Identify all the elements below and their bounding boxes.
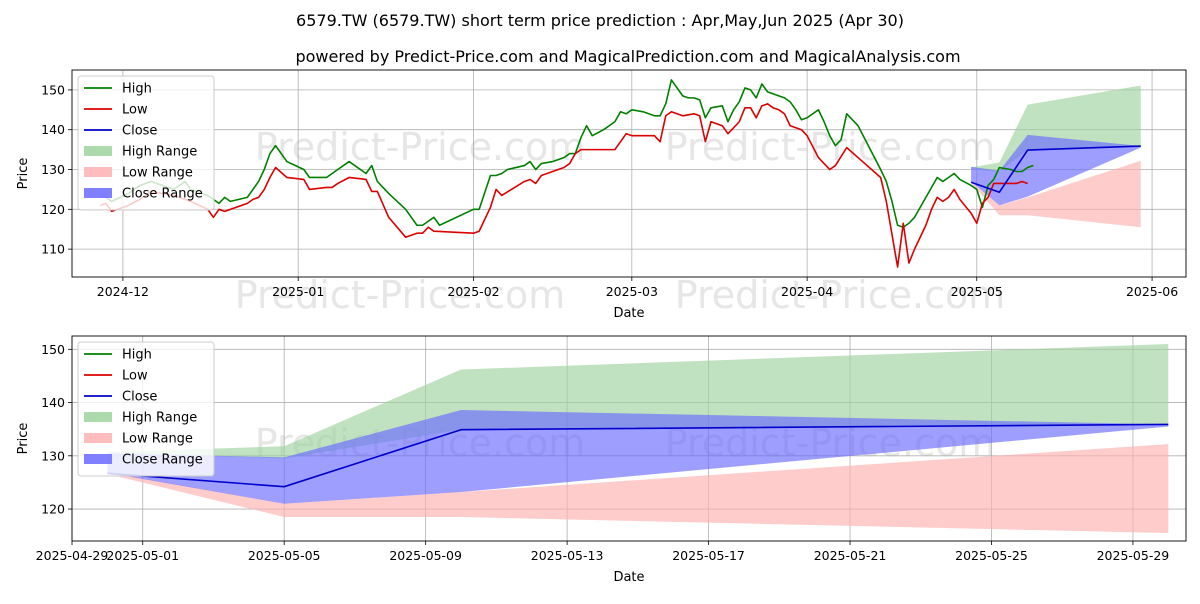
legend-label-low-range: Low Range xyxy=(122,166,193,181)
x-tick-label: 2025-05 xyxy=(951,284,1003,299)
legend-label-high: High xyxy=(122,82,152,97)
y-tick-label: 150 xyxy=(41,342,65,357)
y-tick-label: 130 xyxy=(41,448,65,463)
x-tick-label: 2025-04-29 xyxy=(36,548,109,563)
x-tick-label: 2025-05-21 xyxy=(814,548,887,563)
chart-subtitle: powered by Predict-Price.com and Magical… xyxy=(295,47,960,66)
x-tick-label: 2025-05-09 xyxy=(389,548,462,563)
chart-title: 6579.TW (6579.TW) short term price predi… xyxy=(296,11,904,30)
y-tick-label: 110 xyxy=(41,242,65,257)
watermark-text: Predict-Price.com xyxy=(235,273,566,317)
legend-label-high-range: High Range xyxy=(122,411,197,426)
close-line xyxy=(107,423,1169,488)
legend-label-high-range: High Range xyxy=(122,145,197,160)
x-tick-label: 2025-05-13 xyxy=(531,548,604,563)
y-tick-label: 150 xyxy=(41,82,65,97)
legend-swatch-high-range xyxy=(84,146,112,156)
legend-label-close: Close xyxy=(122,390,157,405)
y-tick-label: 120 xyxy=(41,502,65,517)
legend-swatch-high-range xyxy=(84,412,112,422)
low-range-band xyxy=(107,444,1169,534)
x-tick-label: 2025-03 xyxy=(606,284,658,299)
legend: High Low Close High Range Low Range Close Ran… xyxy=(77,341,215,477)
axes-frame xyxy=(71,69,1187,278)
low-line xyxy=(100,103,1028,268)
legend-label-low-range: Low Range xyxy=(122,432,193,447)
high-range-band xyxy=(971,85,1141,172)
legend-label-close-range: Close Range xyxy=(122,187,203,202)
y-tick-label: 140 xyxy=(41,122,65,137)
legend-swatch-low-range xyxy=(84,167,112,177)
watermark-text: Predict-Price.com xyxy=(255,125,586,169)
x-tick-label: 2025-05-29 xyxy=(1097,548,1170,563)
chart-panel-1: Predict-Price.com Predict-Price.com Predic… xyxy=(16,69,1187,321)
legend-label-high: High xyxy=(122,348,152,363)
x-tick-label: 2025-01 xyxy=(272,284,324,299)
chart-panel-2: Predict-Price.comPredict-Price.com2025-0… xyxy=(16,335,1187,585)
y-axis-label: Price xyxy=(16,423,31,455)
close-range-band xyxy=(107,410,1169,504)
x-tick-label: 2025-06 xyxy=(1126,284,1178,299)
legend-label-low: Low xyxy=(122,103,148,118)
watermark-text: Predict-Price.com xyxy=(675,273,1006,317)
y-tick-label: 130 xyxy=(41,162,65,177)
x-axis-label: Date xyxy=(613,306,644,321)
plot-area xyxy=(107,343,1169,534)
legend-label-low: Low xyxy=(122,369,148,384)
low-range-band xyxy=(971,160,1141,228)
legend-label-close: Close xyxy=(122,124,157,139)
close-range-band xyxy=(971,134,1141,206)
legend-swatch-low-range xyxy=(84,433,112,443)
axes-frame xyxy=(71,335,1187,542)
y-tick-label: 120 xyxy=(41,202,65,217)
legend: High Low Close High Range Low Range Close Ran… xyxy=(77,75,215,211)
x-tick-label: 2025-05-01 xyxy=(106,548,179,563)
x-tick-label: 2025-05-05 xyxy=(248,548,321,563)
x-tick-label: 2024-12 xyxy=(97,284,149,299)
legend-swatch-close-range xyxy=(84,454,112,464)
x-tick-label: 2025-04 xyxy=(781,284,833,299)
x-tick-label: 2025-05-25 xyxy=(955,548,1028,563)
x-axis-label: Date xyxy=(613,570,644,585)
x-tick-label: 2025-02 xyxy=(447,284,499,299)
y-axis-label: Price xyxy=(16,158,31,190)
high-line xyxy=(99,79,1034,229)
y-tick-label: 140 xyxy=(41,395,65,410)
legend-swatch-close-range xyxy=(84,188,112,198)
high-range-band xyxy=(107,343,1169,459)
plot-area xyxy=(99,79,1141,268)
close-line xyxy=(970,145,1141,194)
legend-label-close-range: Close Range xyxy=(122,453,203,468)
x-tick-label: 2025-05-17 xyxy=(672,548,745,563)
watermark-text: Predict-Price.com xyxy=(665,125,996,169)
